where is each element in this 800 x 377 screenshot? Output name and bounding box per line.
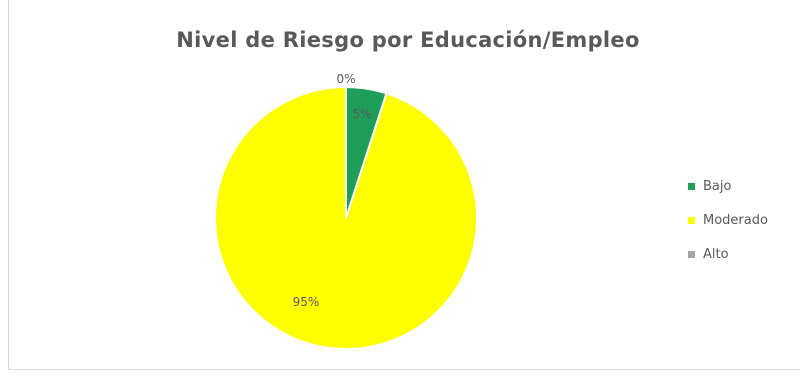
data-label-moderado: 95% bbox=[293, 295, 320, 309]
legend-swatch-moderado bbox=[688, 216, 695, 224]
chart-legend: Bajo Moderado Alto bbox=[688, 175, 768, 277]
chart-title: Nivel de Riesgo por Educación/Empleo bbox=[176, 28, 640, 52]
legend-item-bajo: Bajo bbox=[688, 175, 768, 197]
pie-slice-moderado bbox=[214, 85, 478, 350]
legend-item-alto: Alto bbox=[688, 243, 768, 265]
legend-label-alto: Alto bbox=[703, 246, 729, 262]
legend-item-moderado: Moderado bbox=[688, 209, 768, 231]
legend-swatch-alto bbox=[688, 250, 695, 258]
data-label-bajo: 5% bbox=[352, 107, 371, 121]
legend-label-moderado: Moderado bbox=[703, 212, 768, 228]
data-label-alto: 0% bbox=[336, 72, 355, 86]
legend-label-bajo: Bajo bbox=[703, 178, 732, 194]
legend-swatch-bajo bbox=[688, 182, 695, 190]
